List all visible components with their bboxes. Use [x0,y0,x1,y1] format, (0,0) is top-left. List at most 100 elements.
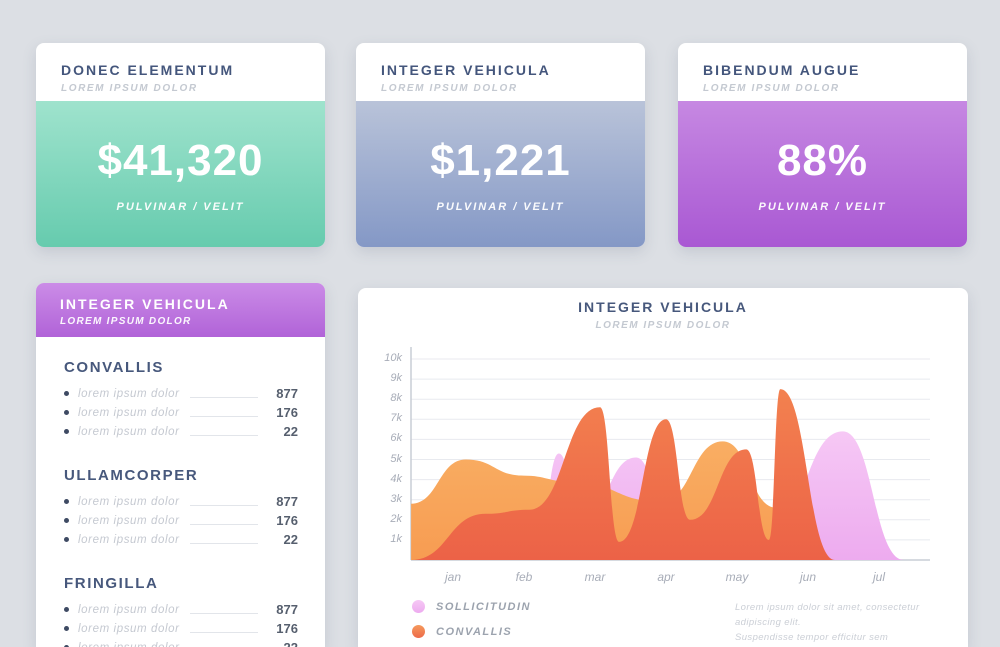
list-item-value: 877 [276,494,298,509]
chart-subtitle: LOREM IPSUM DOLOR [595,320,731,331]
chart-footnote: Lorem ipsum dolor sit amet, consectetur … [735,600,950,645]
list-item-value: 176 [276,513,298,528]
y-tick-label: 4k [390,472,402,485]
x-tick-label: jun [799,570,816,584]
y-tick-label: 8k [390,392,402,405]
leader-line [189,416,258,417]
legend-label: CONVALLIS [436,625,513,638]
list-item-value: 176 [276,621,298,636]
stat-card-header: BIBENDUM AUGUE LOREM IPSUM DOLOR [678,43,967,101]
list-item-label: lorem ipsum dolor [78,514,180,527]
bullet-icon [64,626,69,631]
stat-card-subtitle: LOREM IPSUM DOLOR [381,83,518,94]
stat-card-title: BIBENDUM AUGUE [703,62,861,78]
chart-card-header: INTEGER VEHICULA LOREM IPSUM DOLOR [358,299,968,331]
leader-line [189,632,258,633]
stat-caption: PULVINAR / VELIT [116,200,245,213]
list-item: lorem ipsum dolor 877 [64,492,298,511]
legend-item-sollicitudin: SOLLICITUDIN [412,594,531,619]
stat-card-header: DONEC ELEMENTUM LOREM IPSUM DOLOR [36,43,325,101]
leader-line [189,505,258,506]
legend-label: SOLLICITUDIN [436,600,531,613]
list-item: lorem ipsum dolor 877 [64,600,298,619]
list-item-value: 176 [276,405,298,420]
stat-card-subtitle: LOREM IPSUM DOLOR [61,83,198,94]
leader-line [189,543,258,544]
list-item-label: lorem ipsum dolor [78,533,180,546]
section-heading: FRINGILLA [64,575,159,592]
stat-card-body: $1,221 PULVINAR / VELIT [356,101,645,247]
list-item: lorem ipsum dolor 176 [64,619,298,638]
list-card-header: INTEGER VEHICULA LOREM IPSUM DOLOR [36,283,325,337]
list-item-value: 877 [276,386,298,401]
y-tick-label: 5k [390,452,402,465]
area-chart-plot: 1k 2k 3k 4k 5k 6k 7k 8k 9k 10k jan feb mar apr may jun j… [384,343,932,584]
y-tick-label: 3k [390,492,402,505]
list-item-value: 22 [283,424,298,439]
y-tick-label: 1k [390,532,402,545]
list-card-body: CONVALLIS lorem ipsum dolor 877 lorem ip… [36,337,325,647]
list-item: lorem ipsum dolor 176 [64,511,298,530]
list-item: lorem ipsum dolor 22 [64,638,298,647]
stat-caption: PULVINAR / VELIT [758,200,887,213]
bullet-icon [64,429,69,434]
list-section-ullamcorper: ULLAMCORPER lorem ipsum dolor 877 lorem … [64,467,298,549]
chart-card: INTEGER VEHICULA LOREM IPSUM DOLOR 1k 2k 3… [358,288,968,647]
y-tick-label: 10k [384,352,402,364]
chart-legend: SOLLICITUDIN CONVALLIS [412,594,531,644]
legend-dot-pink [412,600,425,613]
x-tick-label: jan [444,570,461,584]
y-tick-label: 7k [390,412,402,425]
list-item: lorem ipsum dolor 877 [64,384,298,403]
section-heading: CONVALLIS [64,359,164,376]
legend-item-convallis: CONVALLIS [412,619,531,644]
area-chart [410,347,930,561]
list-item-value: 22 [268,640,298,647]
bullet-icon [64,645,69,647]
leader-line [189,524,258,525]
bullet-icon [64,391,69,396]
x-tick-label: apr [657,570,675,584]
section-heading: ULLAMCORPER [64,467,199,484]
list-item: lorem ipsum dolor 176 [64,403,298,422]
stat-card-donec-elementum: DONEC ELEMENTUM LOREM IPSUM DOLOR $41,32… [36,43,325,247]
list-item-label: lorem ipsum dolor [78,425,180,438]
area-convallis-front [411,389,835,560]
stat-card-bibendum-augue: BIBENDUM AUGUE LOREM IPSUM DOLOR 88% PUL… [678,43,967,247]
bullet-icon [64,410,69,415]
bullet-icon [64,518,69,523]
x-tick-label: feb [515,570,533,584]
y-tick-label: 9k [390,372,402,385]
footnote-line-1: Lorem ipsum dolor sit amet, consectetur … [735,602,920,628]
list-item-label: lorem ipsum dolor [78,603,180,616]
list-item-value: 22 [283,532,298,547]
y-tick-label: 6k [390,432,402,445]
x-tick-label: mar [584,570,606,584]
bullet-icon [64,537,69,542]
stat-card-integer-vehicula: INTEGER VEHICULA LOREM IPSUM DOLOR $1,22… [356,43,645,247]
x-tick-label: jul [872,570,885,584]
list-item: lorem ipsum dolor 22 [64,422,298,441]
list-item-label: lorem ipsum dolor [78,406,180,419]
x-tick-label: may [725,570,749,584]
stat-card-title: DONEC ELEMENTUM [61,62,235,78]
bullet-icon [64,499,69,504]
list-section-convallis: CONVALLIS lorem ipsum dolor 877 lorem ip… [64,359,298,441]
list-item-label: lorem ipsum dolor [78,622,180,635]
list-section-fringilla: FRINGILLA lorem ipsum dolor 877 lorem ip… [64,575,298,647]
y-tick-label: 2k [390,512,402,525]
stat-card-body: 88% PULVINAR / VELIT [678,101,967,247]
list-item: lorem ipsum dolor 22 [64,530,298,549]
stat-card-title: INTEGER VEHICULA [381,62,551,78]
stat-value: 88% [776,135,869,185]
stat-value: $1,221 [430,135,571,185]
leader-line [189,435,258,436]
chart-title: INTEGER VEHICULA [578,299,748,315]
stat-card-header: INTEGER VEHICULA LOREM IPSUM DOLOR [356,43,645,101]
stat-caption: PULVINAR / VELIT [436,200,565,213]
list-item-label: lorem ipsum dolor [78,495,180,508]
list-item-label: lorem ipsum dolor [78,642,180,647]
stat-value: $41,320 [97,135,264,185]
stat-card-subtitle: LOREM IPSUM DOLOR [703,83,840,94]
